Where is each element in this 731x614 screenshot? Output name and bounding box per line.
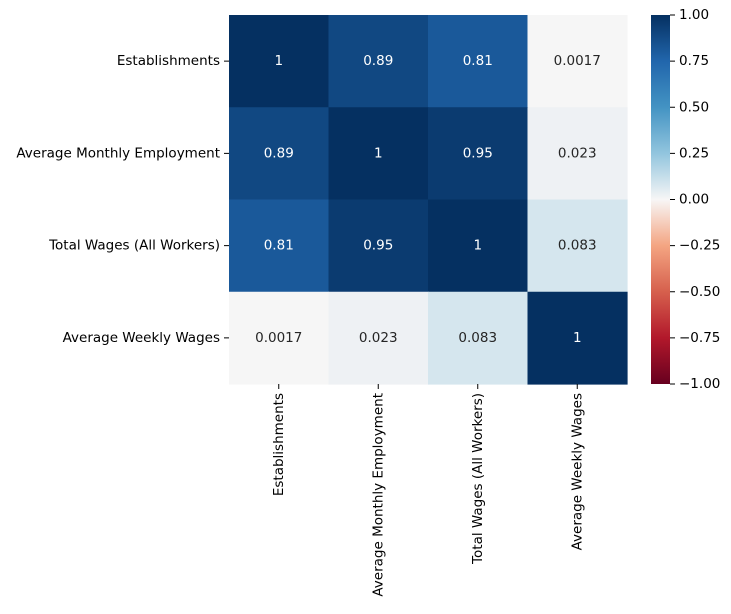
cell-annotation-r1-c0: 0.89 — [264, 145, 294, 161]
heatmap-cell-r1-c1 — [328, 107, 429, 201]
cell-annotation-r1-c2: 0.95 — [463, 145, 493, 161]
heatmap-cell-r0-c0 — [229, 15, 330, 108]
colorbar-tick-label: 0.00 — [679, 192, 709, 208]
row-tick-label: Average Monthly Employment — [16, 145, 220, 161]
cell-annotation-r3-c3: 1 — [573, 330, 582, 346]
cell-annotation-r3-c0: 0.0017 — [255, 330, 302, 346]
heatmap-cell-r2-c1 — [328, 199, 429, 293]
colorbar — [651, 15, 670, 384]
cell-annotation-r2-c3: 0.083 — [558, 238, 597, 254]
heatmap-cell-r0-c3 — [527, 15, 628, 108]
heatmap-cell-r2-c3 — [527, 199, 628, 293]
colorbar-ticks: 1.00 0.75 0.50 0.25 0.00 −0.25 −0.50 −0.75 −1.00 — [670, 7, 720, 392]
heatmap-cell-r3-c1 — [328, 291, 429, 385]
heatmap-cell-r1-c3 — [527, 107, 628, 201]
colorbar-tick-label: −1.00 — [679, 376, 720, 392]
column-tick-label: Average Monthly Employment — [370, 393, 386, 597]
row-tick-label: Average Weekly Wages — [63, 330, 220, 346]
heatmap-cell-r2-c0 — [229, 199, 330, 293]
cell-annotation-r2-c0: 0.81 — [264, 238, 294, 254]
row-tick-labels: Establishments Average Monthly Employment… — [16, 53, 229, 346]
colorbar-gradient — [651, 15, 670, 384]
row-tick-label: Total Wages (All Workers) — [48, 238, 220, 254]
cell-annotation-r1-c3: 0.023 — [558, 145, 597, 161]
heatmap-cell-r3-c3 — [527, 291, 628, 385]
row-tick-label: Establishments — [117, 53, 220, 69]
column-tick-labels: Establishments Average Monthly Employment… — [271, 384, 585, 597]
colorbar-tick-label: 0.25 — [679, 145, 709, 161]
cell-annotation-r3-c2: 0.083 — [458, 330, 497, 346]
colorbar-tick-label: 0.50 — [679, 99, 709, 115]
heatmap-cell-r1-c0 — [229, 107, 330, 201]
column-tick-label: Establishments — [271, 393, 287, 496]
cell-annotation-r0-c3: 0.0017 — [554, 53, 601, 69]
colorbar-tick-label: −0.25 — [679, 238, 720, 254]
cell-annotation-r1-c1: 1 — [374, 145, 383, 161]
heatmap-cell-r0-c2 — [428, 15, 529, 108]
colorbar-tick-label: −0.75 — [679, 330, 720, 346]
colorbar-tick-label: 1.00 — [679, 7, 709, 23]
cell-annotation-r0-c1: 0.89 — [363, 53, 393, 69]
colorbar-tick-label: −0.50 — [679, 284, 720, 300]
cell-annotation-r0-c2: 0.81 — [463, 53, 493, 69]
cell-annotation-r3-c1: 0.023 — [359, 330, 398, 346]
cell-annotation-r2-c1: 0.95 — [363, 238, 393, 254]
colorbar-tick-label: 0.75 — [679, 53, 709, 69]
column-tick-label: Average Weekly Wages — [569, 393, 585, 550]
heatmap-cell-r3-c2 — [428, 291, 529, 385]
cell-annotation-r0-c0: 1 — [274, 53, 283, 69]
heatmap-cells — [229, 15, 628, 385]
heatmap-annotations: 1 0.89 0.81 0.0017 0.89 1 0.95 0.023 0.81 0.95 1 0.… — [255, 53, 601, 346]
heatmap-cell-r3-c0 — [229, 291, 330, 385]
column-tick-label: Total Wages (All Workers) — [470, 393, 486, 565]
heatmap-cell-r1-c2 — [428, 107, 529, 201]
heatmap-cell-r0-c1 — [328, 15, 429, 108]
heatmap-cell-r2-c2 — [428, 199, 529, 293]
cell-annotation-r2-c2: 1 — [473, 238, 482, 254]
